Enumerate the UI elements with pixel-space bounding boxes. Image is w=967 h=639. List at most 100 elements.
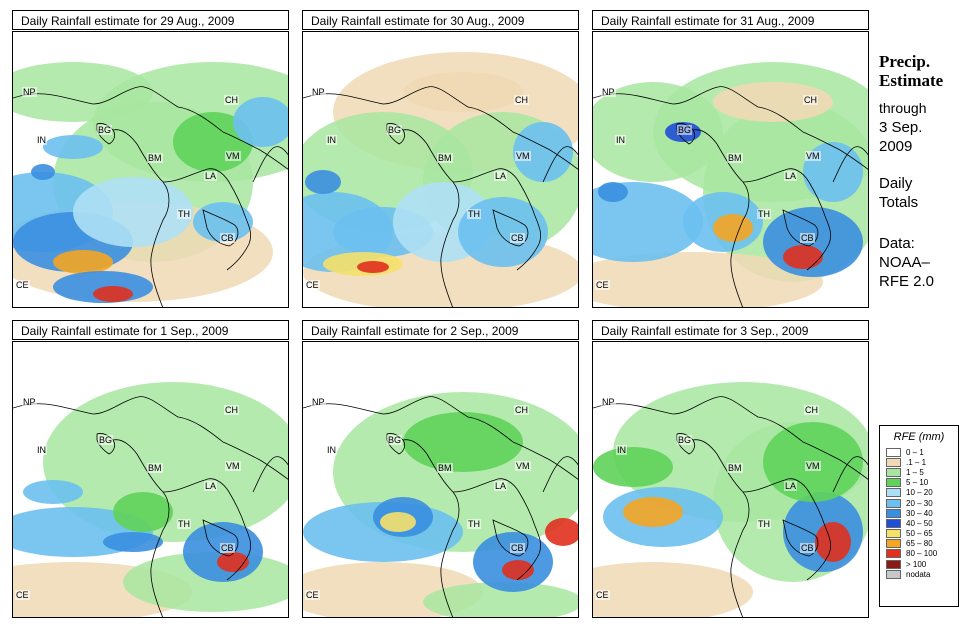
rainfall-field xyxy=(593,62,868,307)
country-label-bm: BM xyxy=(437,463,453,473)
country-label-bg: BG xyxy=(387,435,403,445)
legend-swatch xyxy=(886,488,901,498)
legend-label: 1 – 5 xyxy=(906,467,924,477)
country-label-bm: BM xyxy=(727,463,743,473)
map-panel-3-sep: Daily Rainfall estimate for 3 Sep., 2009… xyxy=(592,320,869,618)
country-label-ch: CH xyxy=(224,405,239,415)
legend-row: 20 – 30 xyxy=(880,498,958,508)
panel-title: Daily Rainfall estimate for 2 Sep., 2009 xyxy=(302,320,579,340)
rainfall-wash xyxy=(593,562,753,617)
rainfall-field xyxy=(13,382,288,617)
panel-title: Daily Rainfall estimate for 3 Sep., 2009 xyxy=(592,320,869,340)
rainfall-cell xyxy=(43,135,103,159)
rainfall-cell xyxy=(403,72,523,112)
country-label-ce: CE xyxy=(15,590,30,600)
panel-title: Daily Rainfall estimate for 1 Sep., 2009 xyxy=(12,320,289,340)
rainfall-map: NP CH IN BG BM VM LA TH CB CE xyxy=(302,31,579,308)
map-panel-2-sep: Daily Rainfall estimate for 2 Sep., 2009… xyxy=(302,320,579,618)
rainfall-wash xyxy=(43,382,288,542)
country-label-in: IN xyxy=(36,445,47,455)
rainfall-cell xyxy=(815,522,851,562)
panel-title: Daily Rainfall estimate for 31 Aug., 200… xyxy=(592,10,869,30)
country-label-vm: VM xyxy=(225,461,241,471)
country-label-in: IN xyxy=(326,445,337,455)
country-label-bm: BM xyxy=(437,153,453,163)
rainfall-map: NP CH IN BG BM VM LA TH CB CE xyxy=(12,341,289,618)
country-label-ch: CH xyxy=(803,95,818,105)
country-borders xyxy=(303,86,578,307)
country-label-in: IN xyxy=(615,135,626,145)
country-label-cb: CB xyxy=(510,233,525,243)
legend-row: 30 – 40 xyxy=(880,508,958,518)
legend-swatch xyxy=(886,529,901,539)
country-label-ch: CH xyxy=(514,95,529,105)
panel-title: Daily Rainfall estimate for 29 Aug., 200… xyxy=(12,10,289,30)
rainfall-map: NP CH IN BG BM VM LA TH CB CE xyxy=(302,341,579,618)
sidebar-title-2: Estimate xyxy=(879,71,944,90)
country-label-ch: CH xyxy=(224,95,239,105)
sidebar-data-2: NOAA– xyxy=(879,254,930,271)
country-label-cb: CB xyxy=(510,543,525,553)
country-label-ce: CE xyxy=(15,280,30,290)
rainfall-cell xyxy=(31,164,55,180)
country-label-vm: VM xyxy=(515,151,531,161)
country-label-bg: BG xyxy=(97,125,113,135)
country-label-la: LA xyxy=(494,171,508,181)
legend-row: 65 – 80 xyxy=(880,539,958,549)
legend-swatch xyxy=(886,508,901,518)
country-label-th: TH xyxy=(757,209,771,219)
country-label-ce: CE xyxy=(305,590,320,600)
country-label-la: LA xyxy=(204,171,218,181)
legend-swatch xyxy=(886,549,901,559)
country-label-in: IN xyxy=(36,135,47,145)
legend-swatch xyxy=(886,498,901,508)
legend-label: .1 – 1 xyxy=(906,457,927,467)
country-label-th: TH xyxy=(177,519,191,529)
legend-swatch xyxy=(886,569,901,579)
country-label-bg: BG xyxy=(677,435,693,445)
legend-row: 40 – 50 xyxy=(880,518,958,528)
legend-label: > 100 xyxy=(906,559,927,569)
map-panel-31-aug: Daily Rainfall estimate for 31 Aug., 200… xyxy=(592,10,869,308)
sidebar-title-1: Precip. xyxy=(879,52,931,71)
sidebar-data-3: RFE 2.0 xyxy=(879,273,935,290)
country-label-np: NP xyxy=(601,87,616,97)
country-label-ch: CH xyxy=(804,405,819,415)
rainfall-wash xyxy=(593,252,823,307)
legend-label: 0 – 1 xyxy=(906,447,924,457)
country-label-vm: VM xyxy=(225,151,241,161)
legend-swatch xyxy=(886,467,901,477)
rainfall-cell xyxy=(502,560,534,580)
legend-row: > 100 xyxy=(880,559,958,569)
legend-label: 10 – 20 xyxy=(906,488,933,498)
legend-row: 0 – 1 xyxy=(880,447,958,457)
rainfall-field xyxy=(13,62,288,307)
country-borders xyxy=(593,86,868,307)
legend-swatch xyxy=(886,447,901,457)
country-label-cb: CB xyxy=(220,233,235,243)
legend-label: 65 – 80 xyxy=(906,539,933,549)
map-panel-1-sep: Daily Rainfall estimate for 1 Sep., 2009… xyxy=(12,320,289,618)
country-label-la: LA xyxy=(204,481,218,491)
legend-row: nodata xyxy=(880,569,958,579)
legend-swatch xyxy=(886,457,901,467)
country-label-bg: BG xyxy=(677,125,693,135)
panel-title: Daily Rainfall estimate for 30 Aug., 200… xyxy=(302,10,579,30)
rainfall-wash xyxy=(593,82,723,182)
country-label-np: NP xyxy=(601,397,616,407)
legend-title: RFE (mm) xyxy=(893,431,945,443)
country-borders xyxy=(13,86,288,307)
country-label-th: TH xyxy=(467,209,481,219)
rainfall-cell xyxy=(598,182,628,202)
sidebar-data-1: Data: xyxy=(879,235,915,252)
legend-swatch xyxy=(886,559,901,569)
rainfall-cell xyxy=(73,177,193,247)
country-label-la: LA xyxy=(784,171,798,181)
country-label-th: TH xyxy=(467,519,481,529)
country-label-in: IN xyxy=(326,135,337,145)
country-label-vm: VM xyxy=(805,461,821,471)
rainfall-cell xyxy=(458,197,548,267)
rainfall-cell xyxy=(623,497,683,527)
rainfall-cell xyxy=(305,170,341,194)
